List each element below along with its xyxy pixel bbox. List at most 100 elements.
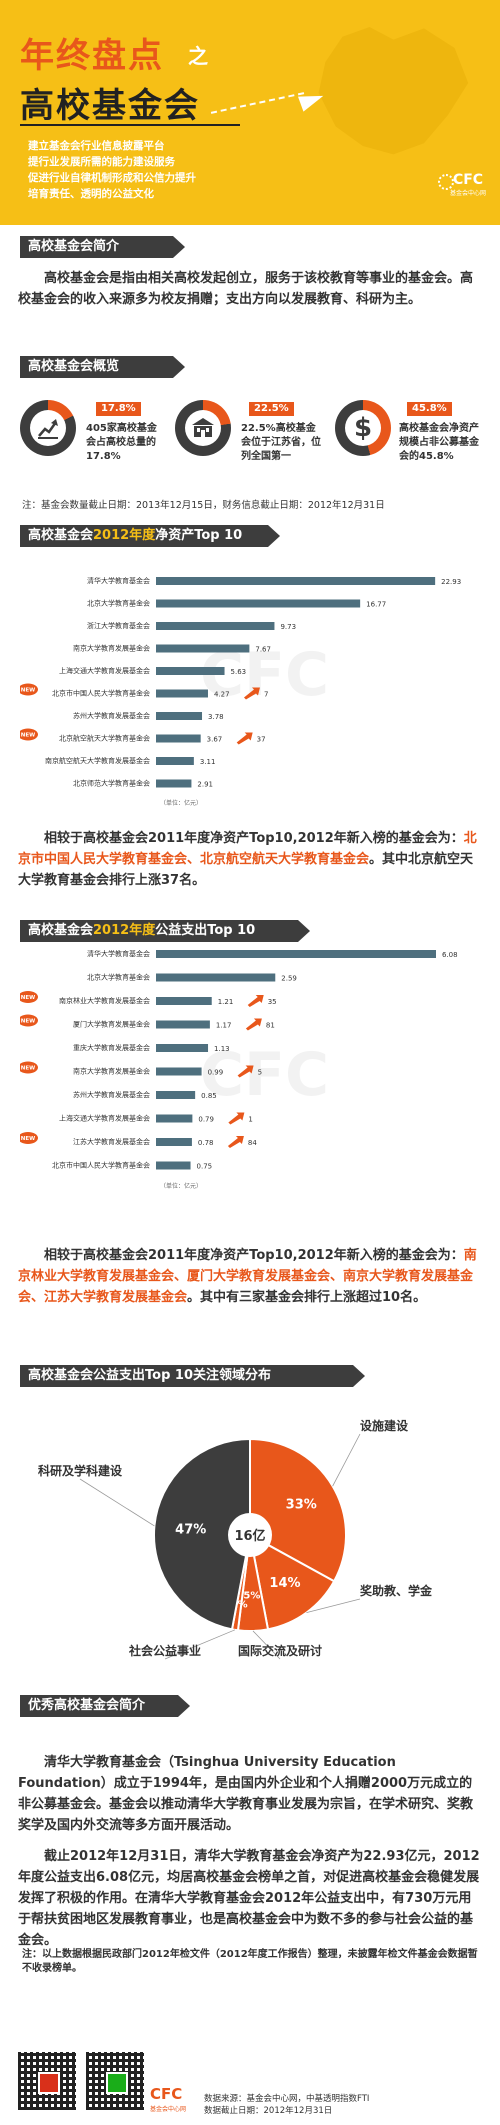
hero-mission-lines: 建立基金会行业信息披露平台 提行业发展所需的能力建设服务 促进行业自律机制形成和… [28, 138, 196, 202]
bar [156, 667, 225, 675]
bar-value-label: 0.99 [208, 1069, 224, 1077]
watermark: CFC [200, 1040, 330, 1110]
new-badge: NEW [20, 728, 38, 741]
bar [156, 1091, 196, 1099]
chart1-summary: 相较于高校基金会2011年度净资产Top10,2012年新入榜的基金会为：北京市… [18, 828, 482, 891]
cfc-logo: CFC 基金会中心网 [450, 172, 486, 197]
bar [156, 1114, 193, 1123]
summary-text: 。其中有三家基金会排行上涨超过10名。 [187, 1290, 427, 1305]
rank-up-arrow-icon [247, 995, 264, 1007]
intro-heading: 高校基金会简介 [20, 236, 185, 258]
footer-logo-sub: 基金会中心网 [150, 2106, 187, 2113]
cfc-logo-sub: 基金会中心网 [450, 190, 487, 197]
bar-category-label: 上海交通大学教育发展基金会 [59, 1114, 150, 1123]
rank-up-label: 37 [257, 736, 266, 744]
bar-category-label: 重庆大学教育发展基金会 [73, 1043, 150, 1052]
chart2-heading-highlight: 2012年度 [93, 923, 156, 938]
stat-text: 22.5%高校基金会位于江苏省，位列全国第一 [241, 423, 321, 462]
bar-value-label: 1.17 [216, 1022, 232, 1030]
bar-value-label: 0.85 [201, 1092, 217, 1100]
intro-heading-text: 高校基金会简介 [28, 239, 120, 254]
rank-up-arrow-icon [237, 1065, 254, 1078]
chart2-heading-post: 公益支出Top 10 [155, 923, 256, 938]
profile-paragraph-2: 截止2012年12月31日，清华大学教育基金会净资产为22.93亿元，2012年… [18, 1849, 480, 1948]
bar-category-label: 南京大学教育发展基金会 [73, 644, 150, 653]
footer [0, 2045, 500, 2125]
bar-category-label: 北京大学教育基金会 [87, 599, 150, 608]
chart2-summary: 相较于高校基金会2011年度净资产Top10,2012年新入榜的基金会为：南京林… [18, 1245, 482, 1308]
bar-category-label: 苏州大学教育发展基金会 [73, 711, 150, 720]
bar-value-label: 2.91 [197, 781, 213, 789]
bar-value-label: 16.77 [366, 601, 386, 609]
new-badge-label: NEW [21, 995, 35, 1001]
chart-growth-icon [38, 419, 58, 439]
summary-text: 相较于高校基金会2011年度净资产Top10,2012年新入榜的基金会为： [44, 831, 464, 846]
plane-trail [210, 92, 305, 114]
bar-category-label: 南京林业大学教育发展基金会 [59, 996, 150, 1005]
donut-center [30, 410, 66, 446]
focus-area-pie-chart: 33% 设施建设 14% 奖助教、学金 5% 国际交流及研讨 1% 社会公益事业 47% 科研及学… [38, 1418, 433, 1660]
pie-leader-line [252, 1630, 281, 1660]
pie-slice [153, 1437, 251, 1631]
bar-value-label: 3.78 [208, 713, 224, 721]
bar [156, 1020, 210, 1029]
bar [156, 689, 208, 698]
hero-title-underline [20, 124, 240, 126]
new-badge-shape [20, 728, 38, 741]
bar-category-label: 清华大学教育基金会 [87, 949, 150, 958]
pie-category-label: 国际交流及研讨 [238, 1643, 322, 1658]
stat-percent-tag: 45.8% [407, 402, 452, 416]
rank-up-label: 5 [258, 1069, 262, 1077]
cfc-logo-text: CFC [452, 172, 484, 188]
bar [156, 622, 275, 630]
pie-center-hole [228, 1513, 272, 1557]
stat-percent-tag: 22.5% [249, 402, 294, 416]
stat-percent-tag: 17.8% [96, 402, 141, 416]
pie-leader-line [164, 1629, 236, 1660]
bar-category-label: 厦门大学教育发展基金会 [73, 1020, 150, 1029]
summary-highlight: 北京市中国人民大学教育基金会、北京航空航天大学教育基金会 [18, 831, 477, 867]
pie-percent-label: 47% [175, 1522, 206, 1537]
pie-percent-label: 1% [231, 1599, 248, 1610]
chart1-heading-post: 净资产Top 10 [155, 528, 243, 543]
bar-value-label: 3.11 [200, 758, 216, 766]
pie-percent-label: 5% [243, 1590, 260, 1601]
new-badge: NEW [20, 683, 38, 696]
profile-note: 注：以上数据根据民政部门2012年检文件（2012年度工作报告）整理，未披露年检… [22, 1949, 478, 1974]
bar [156, 1067, 202, 1076]
bar [156, 950, 436, 958]
rank-up-label: 1 [248, 1116, 252, 1124]
bar-value-label: 5.63 [231, 668, 247, 676]
chart-unit-label: （单位：亿元） [160, 1182, 202, 1190]
new-badge-label: NEW [21, 1019, 35, 1025]
overview-heading-text: 高校基金会概览 [28, 359, 120, 374]
chart-unit-label: （单位：亿元） [160, 799, 202, 807]
bar-value-label: 22.93 [441, 578, 461, 586]
qr-code-wechat [86, 2052, 144, 2110]
bar-category-label: 南京大学教育发展基金会 [73, 1067, 150, 1076]
new-badge: NEW [20, 991, 38, 1003]
mission-line: 促进行业自律机制形成和公信力提升 [28, 172, 196, 184]
bar-category-label: 北京市中国人民大学教育基金会 [52, 1161, 150, 1170]
hero-title-part2: 高校基金会 [20, 86, 200, 126]
bar [156, 779, 192, 788]
chart2-heading-pre: 高校基金会 [28, 923, 94, 938]
qr-code-weibo [18, 2052, 76, 2110]
summary-text: 相较于高校基金会2011年度净资产Top10,2012年新入榜的基金会为： [44, 1248, 464, 1263]
mission-line: 建立基金会行业信息披露平台 [28, 140, 165, 152]
bar-category-label: 清华大学教育基金会 [87, 576, 150, 585]
china-map-graphic [318, 27, 469, 155]
bar-category-label: 南京航空航天大学教育发展基金会 [45, 756, 150, 765]
pie-slice [248, 1533, 336, 1631]
pie-center-label: 16亿 [234, 1528, 265, 1544]
rank-up-label: 7 [264, 691, 268, 699]
pie-category-label: 设施建设 [360, 1418, 409, 1433]
bar [156, 599, 361, 608]
hero-title-connector: 之 [188, 44, 208, 68]
bar [156, 734, 201, 743]
bar-category-label: 北京市中国人民大学教育基金会 [52, 689, 150, 698]
pie-category-label: 社会公益事业 [128, 1643, 201, 1658]
school-building-icon [192, 418, 214, 437]
hero-banner: 年终盘点 之 高校基金会 建立基金会行业信息披露平台 提行业发展所需的能力建设服… [0, 0, 500, 225]
chart2-heading: 高校基金会2012年度公益支出Top 10 [20, 920, 310, 942]
